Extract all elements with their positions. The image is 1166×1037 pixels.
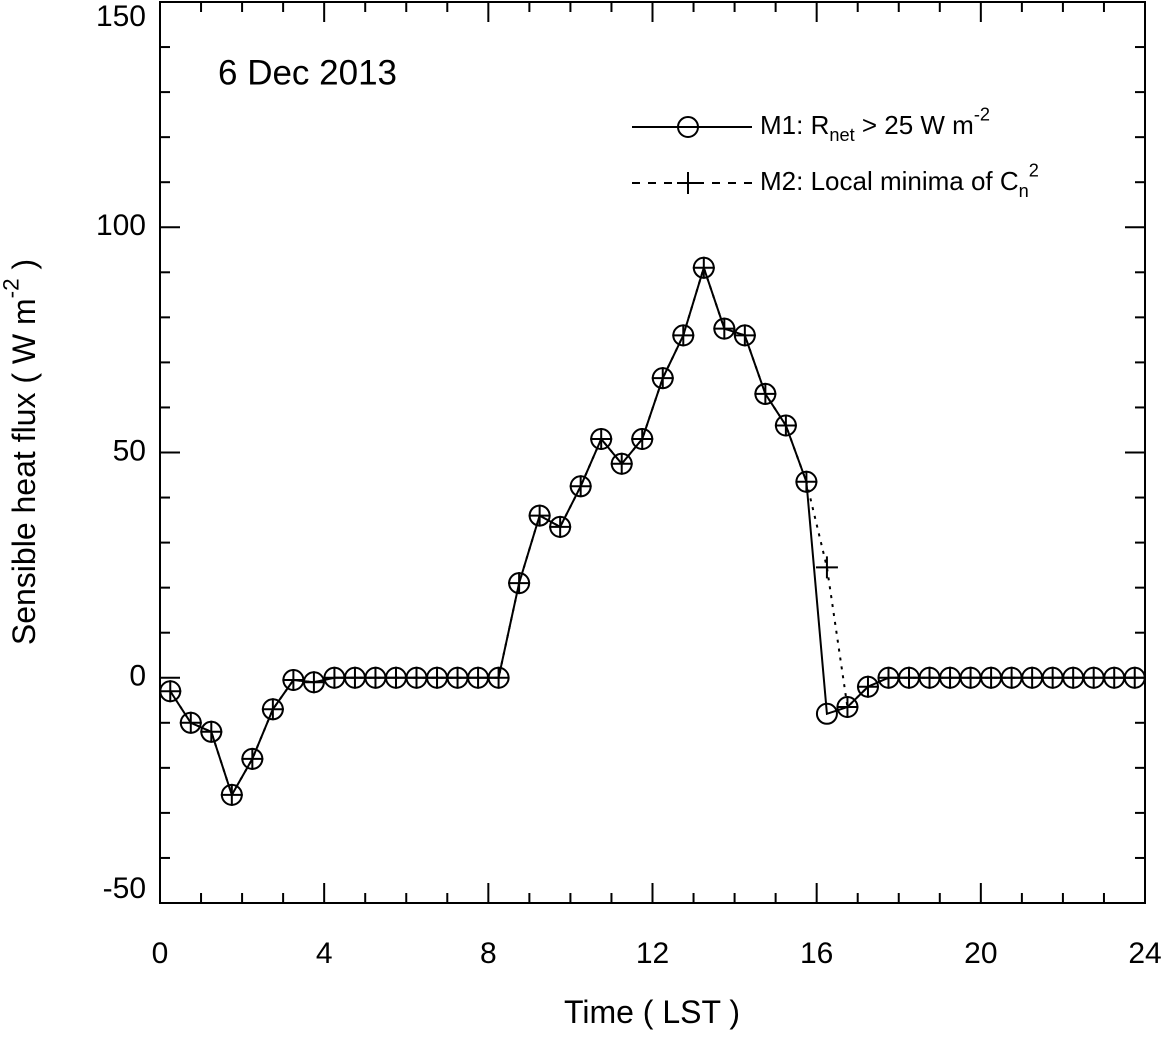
y-tick-label: 50 (113, 434, 146, 467)
text-part: Sensible heat flux ( W m (6, 298, 42, 645)
x-axis-label: Time ( LST ) (564, 994, 740, 1030)
text-part: -2 (974, 104, 990, 124)
marker-plus (487, 666, 510, 689)
marker-plus (384, 666, 407, 689)
marker-plus (713, 317, 736, 340)
text-part: net (829, 125, 854, 145)
marker-plus (651, 367, 674, 390)
marker-plus (856, 675, 879, 698)
marker-plus (200, 720, 223, 743)
marker-plus (610, 452, 633, 475)
marker-plus (1000, 666, 1023, 689)
marker-plus (590, 427, 613, 450)
marker-plus (836, 696, 859, 719)
marker-plus (631, 427, 654, 450)
x-tick-label: 20 (964, 937, 997, 970)
marker-plus (508, 572, 531, 595)
marker-plus (446, 666, 469, 689)
marker-plus (980, 666, 1003, 689)
marker-plus (549, 515, 572, 538)
y-tick-label: -50 (103, 872, 146, 905)
marker-plus (467, 666, 490, 689)
text-part: M1: R (760, 110, 829, 140)
marker-plus (323, 666, 346, 689)
y-axis-label: Sensible heat flux ( W m-2 ) (0, 259, 42, 645)
plot-frame (159, 1, 1146, 904)
x-tick-label: 16 (800, 937, 833, 970)
marker-plus (1082, 666, 1105, 689)
marker-plus (1123, 666, 1146, 689)
x-tick-label: 8 (480, 937, 497, 970)
series-line (169, 264, 1135, 798)
marker-plus (692, 256, 715, 279)
marker-plus (733, 324, 756, 347)
marker-plus (672, 324, 695, 347)
x-tick-label: 12 (636, 937, 669, 970)
marker-circle (815, 702, 838, 725)
marker-plus (426, 666, 449, 689)
x-tick-label: 0 (152, 937, 169, 970)
legend-label: M2: Local minima of Cn2 (760, 160, 1039, 201)
y-tick-label: 0 (129, 660, 146, 693)
marker-plus (795, 470, 818, 493)
x-tick-label: 4 (316, 937, 333, 970)
marker-plus (939, 666, 962, 689)
y-tick-label: 150 (96, 0, 146, 33)
marker-plus (898, 666, 921, 689)
marker-plus (282, 669, 305, 692)
text-part: Time ( LST ) (564, 994, 740, 1030)
marker-plus (343, 666, 366, 689)
marker-plus (364, 666, 387, 689)
marker-plus (241, 747, 264, 770)
marker-plus (877, 666, 900, 689)
marker-plus (918, 666, 941, 689)
text-part: ) (6, 259, 42, 279)
marker-plus (754, 382, 777, 405)
text-part: n (1019, 181, 1029, 201)
x-tick-label: 24 (1128, 937, 1161, 970)
marker-plus (179, 711, 202, 734)
marker-plus (774, 414, 797, 437)
text-part: > 25 W m (855, 110, 974, 140)
marker-plus (677, 172, 699, 194)
marker-plus (1041, 666, 1064, 689)
text-part: M2: Local minima of C (760, 166, 1019, 196)
marker-plus (569, 475, 592, 498)
annotation: 6 Dec 2013 (218, 53, 397, 92)
marker-plus (815, 556, 838, 579)
marker-plus (528, 504, 551, 527)
marker-plus (405, 666, 428, 689)
legend-label: M1: Rnet > 25 W m-2 (760, 104, 990, 145)
text-part: -2 (0, 278, 24, 298)
series-line (169, 264, 1135, 798)
marker-plus (261, 698, 284, 721)
marker-plus (1062, 666, 1085, 689)
marker-plus (302, 671, 325, 694)
y-tick-label: 100 (96, 209, 146, 242)
marker-plus (1103, 666, 1126, 689)
marker-circle (677, 116, 699, 138)
marker-plus (220, 783, 243, 806)
marker-plus (1021, 666, 1044, 689)
marker-plus (159, 680, 182, 703)
marker-plus (959, 666, 982, 689)
text-part: 2 (1029, 160, 1039, 180)
